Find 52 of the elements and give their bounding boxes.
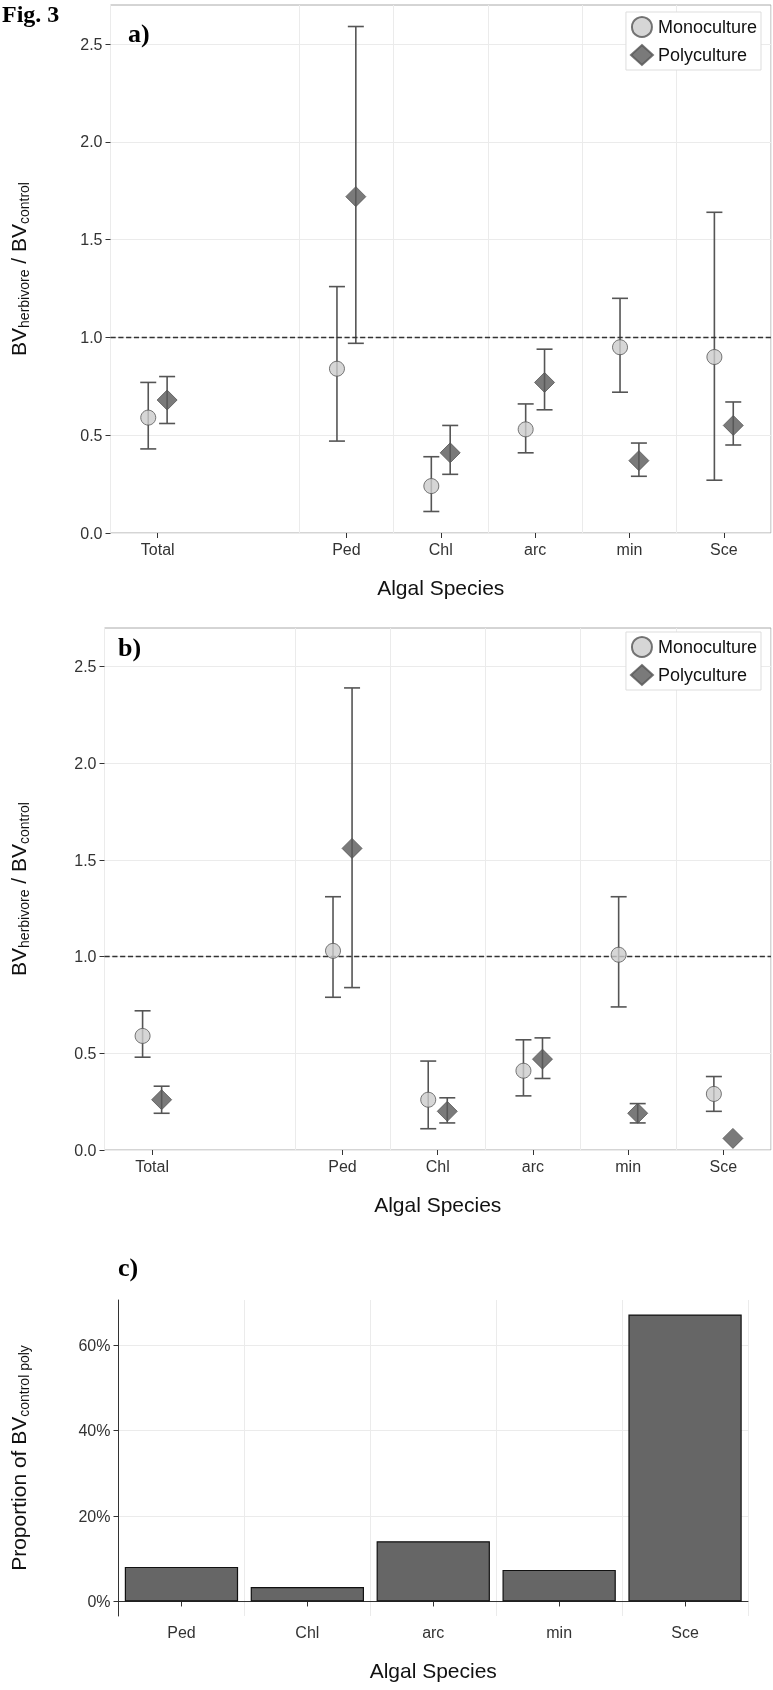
bar (124, 1566, 239, 1602)
y-tick-label: 2.0 (80, 133, 103, 151)
y-tick-label: 40% (78, 1422, 111, 1440)
x-tick-label: Ped (167, 1623, 196, 1641)
x-tick-label: Chl (425, 1157, 450, 1175)
x-tick-label: Sce (709, 1157, 738, 1175)
bar (250, 1586, 365, 1602)
x-tick-label: min (546, 1623, 573, 1641)
y-tick-label: 2.0 (74, 754, 97, 772)
y-tick-label: 1.5 (74, 851, 97, 869)
y-tick-label: 0% (87, 1592, 111, 1610)
y-tick-label: 0.5 (74, 1044, 97, 1062)
y-tick-label: 1.0 (80, 328, 103, 346)
x-tick-label: Chl (428, 540, 453, 558)
y-axis-title: BVherbivore / BVcontrol (7, 182, 32, 356)
caption: Fig. 3 (2, 1, 60, 27)
x-tick-label: Total (140, 540, 175, 558)
y-tick-label: 2.5 (80, 35, 103, 53)
y-tick-label: 1.5 (80, 231, 103, 249)
chart-title: b) (118, 632, 142, 662)
x-axis-title: Algal Species (369, 1659, 497, 1682)
y-tick-label: 1.0 (74, 948, 97, 966)
y-tick-label: 60% (78, 1336, 111, 1354)
x-tick-label: Total (135, 1157, 170, 1175)
x-tick-label: Sce (671, 1623, 699, 1641)
y-tick-label: 0.0 (80, 524, 103, 542)
x-tick-label: min (616, 540, 643, 558)
text: a) (128, 18, 150, 48)
bar (628, 1314, 742, 1602)
x-tick-label: min (615, 1157, 642, 1175)
legend-label: Polyculture (657, 45, 747, 65)
bar (376, 1541, 490, 1602)
chart-title: c) (118, 1252, 139, 1282)
x-tick-label: Ped (332, 540, 361, 558)
x-tick-label: Ped (328, 1157, 357, 1175)
y-axis-title: Proportion of BVcontrol poly (7, 1345, 32, 1571)
bar (502, 1569, 616, 1602)
legend-label: Monoculture (657, 17, 758, 37)
x-tick-label: arc (523, 540, 547, 558)
y-tick-label: 0.5 (80, 426, 103, 444)
legend-label: Polyculture (657, 665, 747, 685)
x-tick-label: Chl (295, 1623, 320, 1641)
legend-label: Monoculture (657, 637, 758, 657)
x-tick-label: arc (422, 1623, 445, 1641)
y-tick-label: 2.5 (74, 658, 97, 676)
x-tick-label: arc (521, 1157, 545, 1175)
x-axis-title: Algal Species (377, 576, 505, 599)
y-tick-label: 0.0 (74, 1141, 97, 1159)
y-axis-title: BVherbivore / BVcontrol (7, 802, 32, 976)
x-tick-label: Sce (710, 540, 738, 558)
y-tick-label: 20% (78, 1507, 111, 1525)
x-axis-title: Algal Species (374, 1193, 502, 1216)
